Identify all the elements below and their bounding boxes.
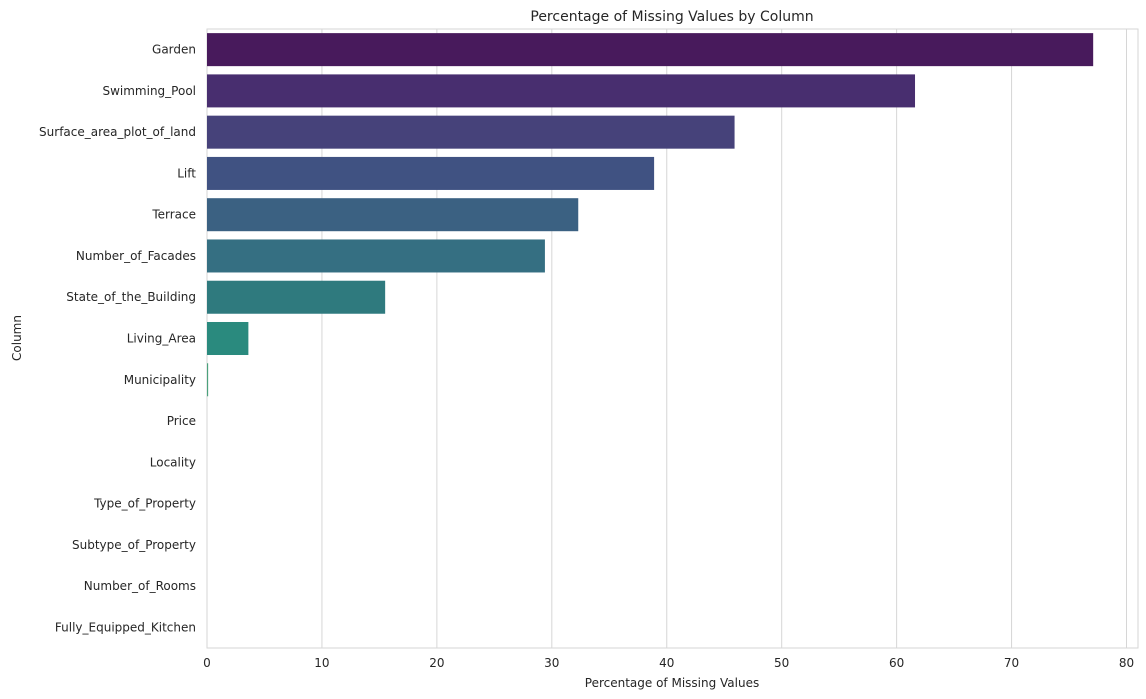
y-axis-label: Column [10, 315, 24, 361]
y-tick-label: Municipality [124, 373, 196, 387]
y-tick-label: Living_Area [127, 332, 196, 346]
x-tick-label: 70 [1004, 656, 1019, 670]
y-tick-label: Type_of_Property [93, 497, 196, 511]
x-tick-label: 50 [774, 656, 789, 670]
bar-garden [207, 33, 1094, 67]
x-tick-label: 20 [429, 656, 444, 670]
x-tick-label: 40 [659, 656, 674, 670]
y-tick-label: Price [167, 414, 196, 428]
bar-lift [207, 156, 655, 190]
y-tick-label: Terrace [151, 208, 196, 222]
x-tick-label: 80 [1119, 656, 1134, 670]
bar-swimming-pool [207, 74, 916, 108]
y-tick-label: Lift [177, 166, 196, 180]
x-tick-label: 30 [544, 656, 559, 670]
y-tick-label: Surface_area_plot_of_land [39, 125, 196, 139]
y-tick-labels: Garden Swimming_Pool Surface_area_plot_of_… [39, 43, 196, 635]
bars [207, 33, 1094, 397]
bar-living-area [207, 321, 249, 356]
y-tick-label: State_of_the_Building [66, 290, 196, 304]
x-tick-label: 0 [203, 656, 211, 670]
x-tick-labels: 0 10 20 30 40 50 60 70 80 [203, 656, 1134, 670]
x-tick-label: 60 [889, 656, 904, 670]
y-tick-label: Garden [152, 43, 196, 57]
x-axis-label: Percentage of Missing Values [585, 676, 759, 690]
bar-number-of-facades [207, 239, 545, 273]
chart-title: Percentage of Missing Values by Column [530, 9, 813, 25]
y-tick-label: Swimming_Pool [102, 84, 196, 98]
y-tick-label: Fully_Equipped_Kitchen [55, 620, 196, 634]
y-tick-label: Number_of_Rooms [84, 579, 196, 593]
bar-state-of-the-building [207, 280, 386, 314]
y-tick-label: Locality [150, 455, 196, 469]
y-tick-label: Number_of_Facades [76, 249, 196, 263]
bar-municipality [207, 363, 209, 397]
bar-terrace [207, 198, 579, 232]
bar-surface-area-plot-of-land [207, 115, 735, 149]
y-tick-label: Subtype_of_Property [72, 538, 196, 552]
x-tick-label: 10 [314, 656, 329, 670]
